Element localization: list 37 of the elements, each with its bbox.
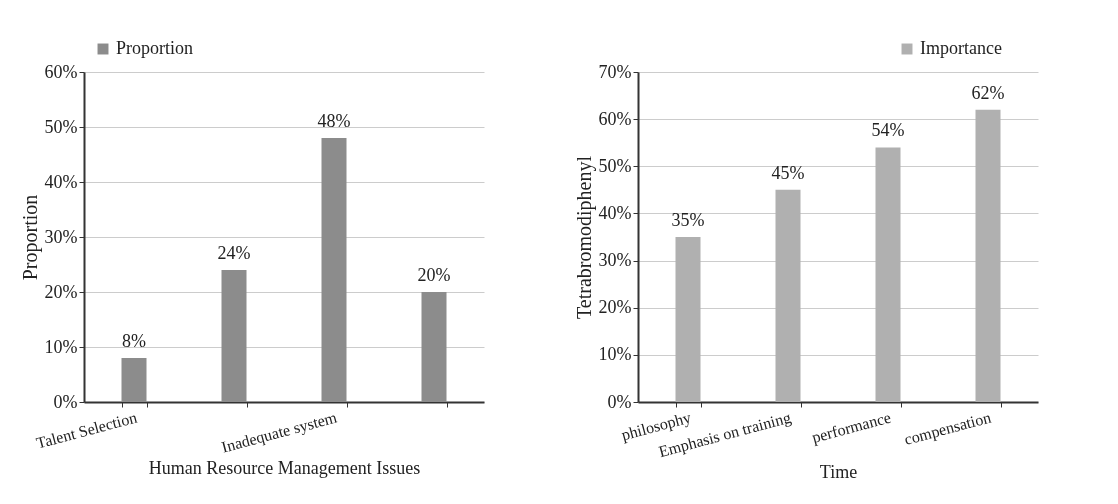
y-tick-label: 50% xyxy=(598,155,632,176)
y-tick-label: 10% xyxy=(44,336,78,357)
bar xyxy=(675,237,701,402)
text: 8% xyxy=(122,331,146,351)
bar xyxy=(775,189,801,402)
y-tick-label: 30% xyxy=(598,250,632,271)
bar xyxy=(975,109,1001,402)
text: 35% xyxy=(671,210,705,230)
y-tick-label: 20% xyxy=(44,281,78,302)
legend-label: Proportion xyxy=(116,38,194,58)
y-tick-label: 40% xyxy=(598,202,632,223)
x-axis-title: Time xyxy=(819,462,858,483)
y-tick-label: 50% xyxy=(44,116,78,137)
y-tick-label: 10% xyxy=(598,344,632,365)
y-tick-label: 60% xyxy=(44,61,78,82)
text: 24% xyxy=(217,243,251,263)
bar xyxy=(421,292,447,402)
x-tick-label: Inadequate system xyxy=(219,408,340,457)
y-tick-label: 70% xyxy=(598,61,632,82)
y-tick-label: 40% xyxy=(44,171,78,192)
y-tick-label: 30% xyxy=(44,226,78,247)
text: 62% xyxy=(971,82,1005,103)
legend-label: Importance xyxy=(920,38,1002,58)
x-axis-title: Human Resource Management Issues xyxy=(148,457,421,478)
text: 20% xyxy=(417,265,451,285)
bar xyxy=(875,147,901,402)
y-tick-label: 0% xyxy=(607,391,632,412)
bar xyxy=(121,358,147,402)
y-axis-title: Tetrabromodiphenyl xyxy=(572,155,596,319)
bar xyxy=(321,138,347,402)
y-tick-label: 60% xyxy=(598,108,632,129)
text: 45% xyxy=(771,162,805,183)
y-axis-title: Proportion xyxy=(18,194,42,281)
text: 48% xyxy=(317,111,351,131)
bar xyxy=(221,270,247,402)
y-tick-label: 20% xyxy=(598,297,632,318)
text: 54% xyxy=(871,120,905,141)
